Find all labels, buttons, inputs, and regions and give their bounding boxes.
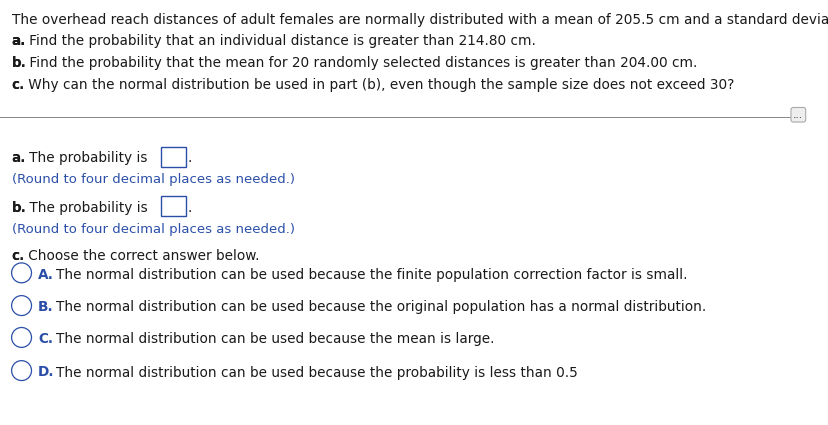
Text: c. Choose the correct answer below.: c. Choose the correct answer below. xyxy=(12,249,259,263)
Text: C.: C. xyxy=(38,332,53,346)
Text: (Round to four decimal places as needed.): (Round to four decimal places as needed.… xyxy=(12,223,294,236)
Text: b. Find the probability that the mean for 20 randomly selected distances is grea: b. Find the probability that the mean fo… xyxy=(12,56,696,70)
Text: a.: a. xyxy=(12,151,26,165)
Text: A.: A. xyxy=(38,268,54,282)
Text: The normal distribution can be used because the finite population correction fac: The normal distribution can be used beca… xyxy=(56,268,687,282)
Text: The normal distribution can be used because the original population has a normal: The normal distribution can be used beca… xyxy=(56,300,705,314)
Text: .: . xyxy=(187,151,191,165)
Text: a.: a. xyxy=(12,34,26,48)
Text: The normal distribution can be used because the mean is large.: The normal distribution can be used beca… xyxy=(56,332,494,346)
Text: c.: c. xyxy=(12,78,25,92)
Text: c. Why can the normal distribution be used in part (b), even though the sample s: c. Why can the normal distribution be us… xyxy=(12,78,733,92)
Text: (Round to four decimal places as needed.): (Round to four decimal places as needed.… xyxy=(12,173,294,187)
FancyBboxPatch shape xyxy=(161,196,185,216)
Text: D.: D. xyxy=(38,366,55,380)
Text: b.: b. xyxy=(12,201,26,215)
Text: a.: a. xyxy=(12,34,26,48)
Text: a. The probability is: a. The probability is xyxy=(12,151,147,165)
FancyBboxPatch shape xyxy=(161,147,185,167)
Text: ...: ... xyxy=(792,110,802,120)
Text: c.: c. xyxy=(12,249,25,263)
Text: The overhead reach distances of adult females are normally distributed with a me: The overhead reach distances of adult fe… xyxy=(12,13,828,27)
Text: b. The probability is: b. The probability is xyxy=(12,201,147,215)
Text: B.: B. xyxy=(38,300,54,314)
Text: The normal distribution can be used because the probability is less than 0.5: The normal distribution can be used beca… xyxy=(56,366,578,380)
Text: b.: b. xyxy=(12,56,26,70)
Text: a. Find the probability that an individual distance is greater than 214.80 cm.: a. Find the probability that an individu… xyxy=(12,34,535,48)
Text: .: . xyxy=(187,201,191,215)
